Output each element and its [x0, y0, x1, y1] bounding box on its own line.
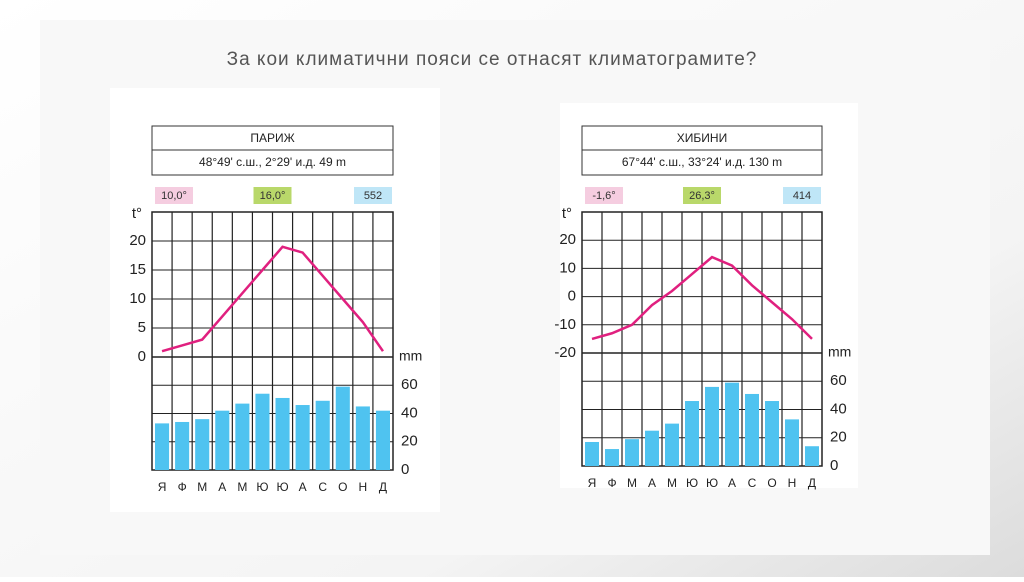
y-axis-label: t°	[562, 205, 572, 222]
precipitation-bar	[255, 393, 270, 470]
slide-title: За кои климатични пояси се отнасят клима…	[227, 49, 758, 70]
precipitation-bar	[315, 400, 330, 470]
y-tick-label: 20	[129, 232, 146, 249]
y-tick-label: 0	[568, 288, 576, 305]
annotation-box	[783, 187, 821, 204]
x-tick-label: Д	[379, 480, 387, 494]
precipitation-bar	[665, 423, 679, 466]
x-tick-label: М	[197, 480, 207, 494]
precipitation-bar	[155, 423, 170, 470]
annotation-box	[354, 187, 392, 204]
x-tick-label: Ф	[178, 480, 187, 494]
y2-tick-label: 40	[830, 400, 847, 417]
precipitation-bar	[745, 393, 759, 466]
x-tick-label: Ю	[256, 480, 268, 494]
y-axis-label: t°	[132, 205, 142, 222]
temperature-line	[161, 245, 384, 353]
temperature-line	[591, 255, 813, 341]
station-name: ХИБИНИ	[677, 131, 727, 145]
annotation: 414	[793, 190, 811, 202]
precipitation-bar	[355, 406, 370, 470]
y2-tick-label: 60	[401, 376, 418, 393]
precipitation-bar	[645, 430, 659, 466]
station-coords: 67°44' с.ш., 33°24' и.д. 130 m	[622, 155, 782, 169]
y-tick-label: 0	[138, 348, 146, 365]
y-tick-label: 5	[138, 319, 146, 336]
annotation-box	[585, 187, 623, 204]
precipitation-bar	[765, 401, 779, 466]
y2-axis-label: mm	[828, 344, 851, 360]
precipitation-bar	[375, 410, 390, 470]
annotation: 552	[364, 190, 382, 202]
precipitation-bar	[235, 403, 250, 470]
coords-box	[581, 149, 823, 176]
y-tick-label: -20	[554, 344, 576, 361]
x-tick-label: О	[338, 480, 347, 494]
x-tick-label: С	[748, 476, 757, 490]
precipitation-bar	[785, 419, 799, 466]
y-tick-label: -10	[554, 316, 576, 333]
x-tick-label: Ю	[686, 476, 698, 490]
annotation: -1,6°	[592, 190, 615, 202]
x-tick-label: Н	[788, 476, 797, 490]
precipitation-bar	[175, 421, 190, 470]
x-tick-label: С	[318, 480, 327, 494]
x-tick-label: М	[627, 476, 637, 490]
y2-tick-label: 40	[401, 404, 418, 421]
x-tick-label: А	[728, 476, 736, 490]
x-tick-label: А	[218, 480, 226, 494]
x-tick-label: А	[648, 476, 656, 490]
y-tick-label: 20	[559, 231, 576, 248]
y2-axis-label: mm	[399, 348, 422, 364]
y-tick-label: 10	[559, 259, 576, 276]
precipitation-bar	[805, 446, 819, 466]
station-coords: 48°49' с.ш., 2°29' и.д. 49 m	[199, 155, 346, 169]
station-box	[581, 125, 823, 151]
precipitation-bar	[585, 441, 599, 466]
x-tick-label: Ю	[706, 476, 718, 490]
x-tick-label: Я	[588, 476, 597, 490]
precipitation-bar	[215, 410, 230, 470]
station-box	[151, 125, 394, 151]
station-name: ПАРИЖ	[250, 131, 294, 145]
precipitation-bar	[625, 439, 639, 466]
annotation-box	[683, 187, 721, 204]
x-tick-label: Ю	[276, 480, 288, 494]
y-tick-label: 10	[129, 290, 146, 307]
annotation-box	[253, 187, 292, 204]
x-tick-label: О	[767, 476, 776, 490]
precipitation-bar	[685, 401, 699, 466]
precipitation-bar	[195, 419, 210, 470]
precipitation-bar	[295, 405, 310, 470]
y2-tick-label: 0	[830, 457, 838, 474]
annotation: 16,0°	[260, 190, 286, 202]
y2-tick-label: 20	[830, 429, 847, 446]
x-tick-label: М	[667, 476, 677, 490]
x-tick-label: Н	[359, 480, 368, 494]
annotation-box	[155, 187, 193, 204]
x-tick-label: Ф	[607, 476, 616, 490]
precipitation-bar	[605, 449, 619, 466]
coords-box	[151, 149, 394, 176]
y2-tick-label: 0	[401, 461, 409, 478]
y2-tick-label: 20	[401, 433, 418, 450]
precipitation-bar	[705, 386, 719, 466]
x-tick-label: М	[237, 480, 247, 494]
x-tick-label: Д	[808, 476, 816, 490]
x-tick-label: Я	[158, 480, 167, 494]
annotation: 26,3°	[689, 190, 715, 202]
precipitation-bar	[725, 382, 739, 466]
precipitation-bar	[275, 397, 290, 470]
precipitation-bar	[335, 386, 350, 470]
annotation: 10,0°	[161, 190, 187, 202]
y-tick-label: 15	[129, 261, 146, 278]
x-tick-label: А	[299, 480, 307, 494]
y2-tick-label: 60	[830, 372, 847, 389]
